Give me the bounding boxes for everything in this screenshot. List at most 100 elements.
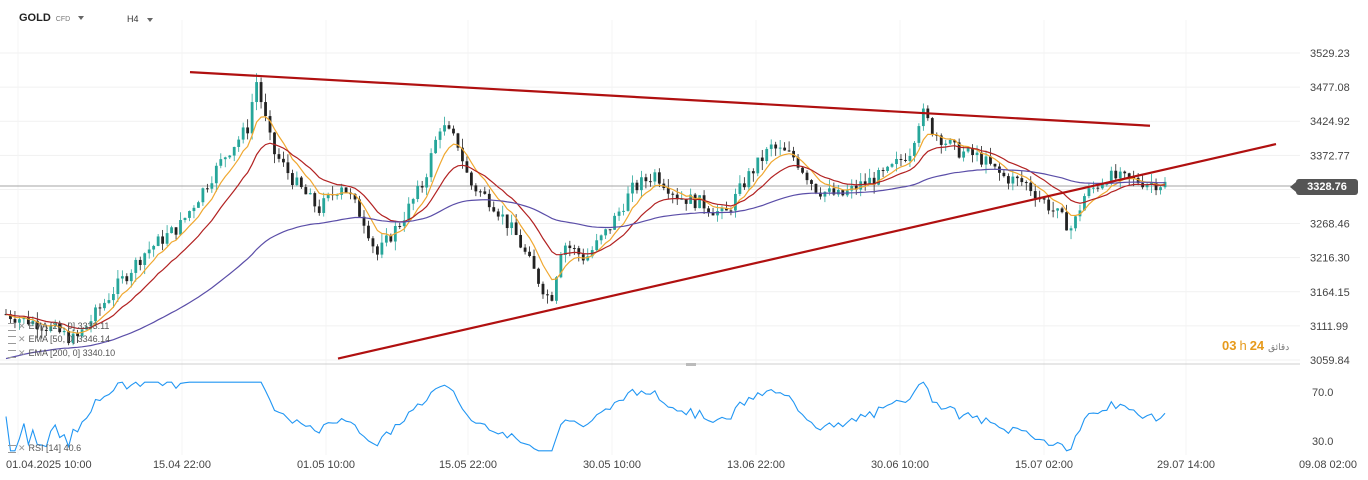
candle-body bbox=[344, 187, 348, 193]
candle-body bbox=[250, 102, 254, 134]
candle-body bbox=[966, 147, 970, 152]
candle bbox=[26, 310, 30, 326]
candle-body bbox=[120, 276, 124, 279]
countdown-minutes: 24 bbox=[1249, 338, 1265, 353]
drag-handle-icon[interactable] bbox=[8, 444, 16, 453]
candle-body bbox=[899, 158, 903, 160]
candle bbox=[568, 240, 572, 257]
candle bbox=[246, 119, 250, 140]
candle-body bbox=[1114, 170, 1118, 179]
candle bbox=[103, 298, 106, 311]
candle-body bbox=[461, 147, 464, 162]
candle-body bbox=[908, 155, 912, 161]
candle-body bbox=[832, 188, 836, 195]
candle bbox=[528, 246, 531, 258]
candle-body bbox=[948, 139, 952, 144]
close-icon[interactable]: ✕ bbox=[18, 348, 26, 358]
close-icon[interactable]: ✕ bbox=[18, 321, 26, 331]
candle-body bbox=[863, 181, 867, 185]
candle bbox=[908, 148, 912, 168]
candle-body bbox=[599, 235, 603, 241]
candle-body bbox=[1154, 182, 1158, 191]
candle bbox=[438, 128, 442, 149]
price-axis[interactable]: 3529.233477.083424.923372.773320.613268.… bbox=[1310, 48, 1350, 367]
candle bbox=[760, 149, 764, 171]
candle bbox=[648, 173, 652, 187]
candle-body bbox=[259, 82, 263, 103]
close-icon[interactable]: ✕ bbox=[18, 443, 26, 453]
candle bbox=[407, 197, 411, 223]
candle bbox=[465, 156, 469, 174]
drag-handle-icon[interactable] bbox=[8, 349, 16, 358]
candle bbox=[572, 244, 576, 255]
candle bbox=[255, 73, 258, 111]
candle-body bbox=[1056, 208, 1060, 211]
candle bbox=[631, 175, 634, 202]
candle bbox=[389, 233, 393, 243]
candle-body bbox=[322, 198, 326, 213]
candle-body bbox=[586, 256, 590, 261]
candle-body bbox=[1150, 182, 1153, 185]
indicator-legend-ema200[interactable]: ✕ EMA [200, 0] 3340.10 bbox=[8, 348, 115, 359]
indicator-legend-rsi[interactable]: ✕ RSI [14] 40.6 bbox=[8, 443, 81, 454]
candle bbox=[1002, 170, 1006, 178]
candle-body bbox=[407, 203, 411, 221]
timeframe-selector[interactable]: H4 bbox=[127, 14, 153, 24]
candle bbox=[259, 77, 263, 109]
candle bbox=[420, 180, 424, 193]
candle bbox=[1114, 164, 1118, 181]
candle-body bbox=[384, 235, 388, 243]
candle bbox=[836, 185, 840, 197]
time-axis[interactable]: 01.04.2025 10:00 15.04 22:00 01.05 10:00 15… bbox=[6, 459, 1357, 471]
candle bbox=[197, 200, 200, 208]
candle-body bbox=[1029, 182, 1033, 192]
symbol-selector[interactable]: GOLD CFD bbox=[19, 12, 85, 24]
candle-body bbox=[277, 154, 281, 159]
candle-body bbox=[519, 234, 523, 248]
indicator-legend-ema50[interactable]: ✕ EMA [50, 0] 3346.14 bbox=[8, 334, 110, 345]
candle bbox=[675, 188, 679, 205]
candle-body bbox=[796, 157, 800, 168]
candle bbox=[702, 190, 706, 214]
candle-body bbox=[308, 193, 312, 195]
candle-body bbox=[192, 207, 196, 212]
candle bbox=[107, 293, 111, 305]
candle bbox=[237, 136, 241, 152]
candle-body bbox=[631, 182, 634, 194]
candle bbox=[684, 198, 688, 211]
candle bbox=[640, 170, 643, 199]
rsi-line bbox=[5, 381, 1166, 452]
indicator-label: EMA [50, 0] 3346.14 bbox=[28, 334, 111, 344]
time-tick-label: 29.07 14:00 bbox=[1157, 459, 1215, 471]
candle-body bbox=[514, 222, 518, 235]
pane-divider-handle[interactable] bbox=[686, 363, 696, 366]
drag-handle-icon[interactable] bbox=[8, 335, 16, 344]
candle-body bbox=[398, 226, 402, 228]
candle bbox=[474, 183, 478, 197]
candle-body bbox=[161, 236, 165, 244]
candle bbox=[555, 275, 558, 304]
candle-body bbox=[107, 300, 111, 303]
candle-body bbox=[555, 277, 558, 301]
candle-body bbox=[438, 131, 442, 140]
candle-body bbox=[644, 177, 648, 182]
candle-body bbox=[1105, 183, 1109, 185]
rsi-tick-label: 30.0 bbox=[1312, 436, 1333, 448]
candle-body bbox=[854, 185, 858, 190]
time-tick-label: 01.04.2025 10:00 bbox=[6, 459, 92, 471]
time-tick-label: 01.05 10:00 bbox=[297, 459, 355, 471]
close-icon[interactable]: ✕ bbox=[18, 334, 26, 344]
candle-body bbox=[872, 177, 876, 185]
drag-handle-icon[interactable] bbox=[8, 322, 16, 331]
candle bbox=[483, 186, 487, 195]
candle bbox=[367, 220, 370, 241]
candle bbox=[277, 148, 281, 163]
trendline-upper bbox=[189, 71, 1151, 127]
indicator-legend-ema20[interactable]: ✕ EMA [20, 0] 3333.11 bbox=[8, 321, 109, 332]
candle bbox=[783, 142, 787, 151]
candle bbox=[98, 303, 102, 316]
candle-body bbox=[94, 307, 97, 322]
candle bbox=[183, 217, 187, 223]
candle-body bbox=[210, 183, 214, 189]
